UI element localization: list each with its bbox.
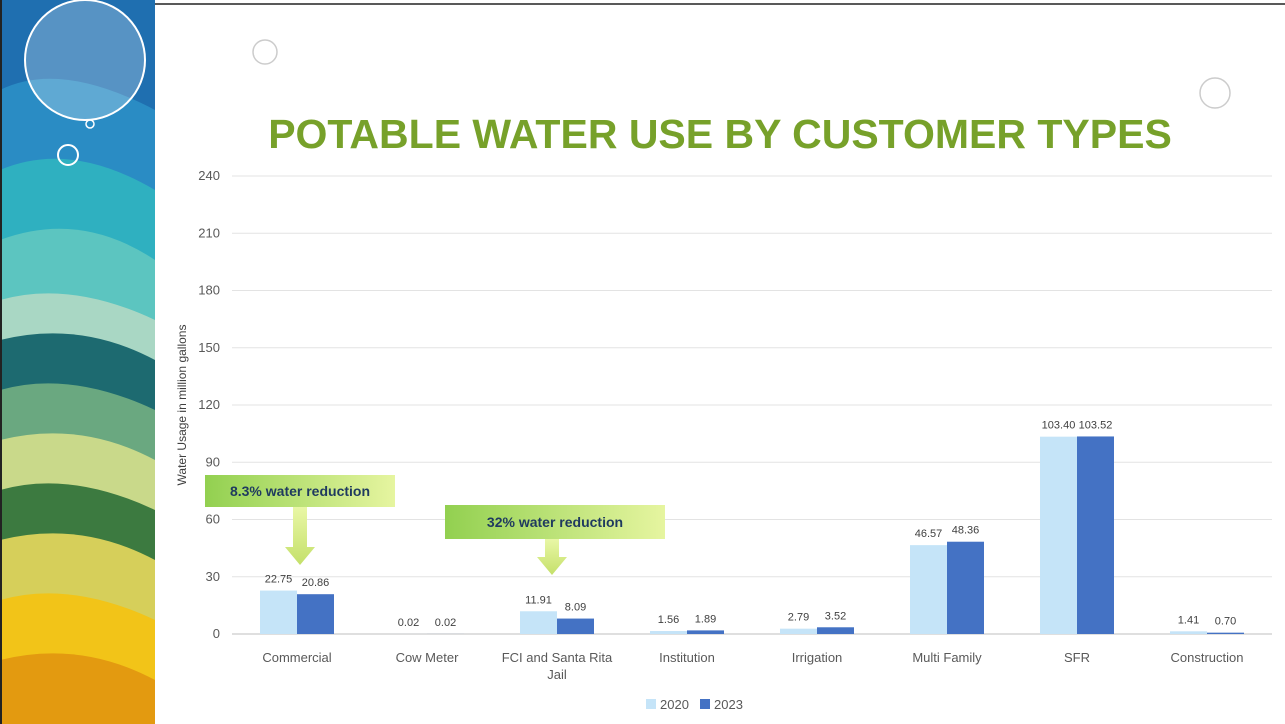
y-tick-label: 60 bbox=[206, 512, 220, 527]
x-tick-label: Irrigation bbox=[752, 649, 882, 666]
x-tick-label: Commercial bbox=[232, 649, 362, 666]
y-tick-label: 30 bbox=[206, 569, 220, 584]
droplet bbox=[253, 40, 277, 64]
value-label: 46.57 bbox=[915, 528, 943, 540]
bar bbox=[520, 611, 557, 634]
y-tick-label: 240 bbox=[198, 168, 220, 183]
legend-swatch bbox=[700, 699, 710, 709]
bar bbox=[780, 629, 817, 634]
annotation-text: 32% water reduction bbox=[487, 514, 623, 530]
annotation-arrow bbox=[537, 539, 567, 575]
y-tick-label: 90 bbox=[206, 454, 220, 469]
legend-label: 2020 bbox=[660, 697, 689, 712]
value-label: 103.40 bbox=[1042, 420, 1076, 432]
x-tick-label: Cow Meter bbox=[362, 649, 492, 666]
x-tick-label: SFR bbox=[1012, 649, 1142, 666]
value-label: 48.36 bbox=[952, 525, 980, 537]
bar bbox=[817, 627, 854, 634]
value-label: 20.86 bbox=[302, 577, 330, 589]
value-label: 22.75 bbox=[265, 574, 293, 586]
droplet bbox=[1200, 78, 1230, 108]
value-label: 103.52 bbox=[1079, 419, 1113, 431]
slide: POTABLE WATER USE BY CUSTOMER TYPES Wate… bbox=[0, 0, 1285, 724]
value-label: 3.52 bbox=[825, 610, 846, 622]
bar bbox=[297, 594, 334, 634]
value-label: 2.79 bbox=[788, 612, 809, 624]
value-label: 1.56 bbox=[658, 614, 679, 626]
value-label: 0.02 bbox=[398, 617, 419, 629]
x-tick-label: Construction bbox=[1142, 649, 1272, 666]
bar bbox=[910, 545, 947, 634]
y-tick-label: 0 bbox=[213, 626, 220, 641]
bar bbox=[1040, 437, 1077, 634]
bar bbox=[650, 631, 687, 634]
value-label: 1.89 bbox=[695, 613, 716, 625]
bar bbox=[260, 591, 297, 634]
value-label: 1.41 bbox=[1178, 614, 1199, 626]
chart: POTABLE WATER USE BY CUSTOMER TYPES Wate… bbox=[0, 0, 1285, 724]
bar bbox=[687, 630, 724, 634]
wave-strip bbox=[0, 0, 155, 724]
bar bbox=[1207, 633, 1244, 634]
value-label: 11.91 bbox=[525, 594, 552, 606]
bar bbox=[557, 619, 594, 634]
bar bbox=[947, 542, 984, 634]
x-tick-label: Institution bbox=[622, 649, 752, 666]
y-tick-label: 180 bbox=[198, 283, 220, 298]
chart-title: POTABLE WATER USE BY CUSTOMER TYPES bbox=[268, 111, 1172, 157]
y-tick-label: 210 bbox=[198, 225, 220, 240]
annotation-arrow bbox=[285, 507, 315, 565]
value-label: 0.70 bbox=[1215, 616, 1236, 628]
bar bbox=[1170, 631, 1207, 634]
value-label: 0.02 bbox=[435, 617, 456, 629]
x-tick-label: FCI and Santa Rita Jail bbox=[492, 649, 622, 683]
bar bbox=[1077, 436, 1114, 634]
y-tick-label: 120 bbox=[198, 397, 220, 412]
legend-label: 2023 bbox=[714, 697, 743, 712]
annotation-text: 8.3% water reduction bbox=[230, 483, 370, 499]
legend-swatch bbox=[646, 699, 656, 709]
y-tick-label: 150 bbox=[198, 340, 220, 355]
y-axis-label: Water Usage in million gallons bbox=[175, 325, 189, 486]
value-label: 8.09 bbox=[565, 602, 586, 614]
x-tick-label: Multi Family bbox=[882, 649, 1012, 666]
